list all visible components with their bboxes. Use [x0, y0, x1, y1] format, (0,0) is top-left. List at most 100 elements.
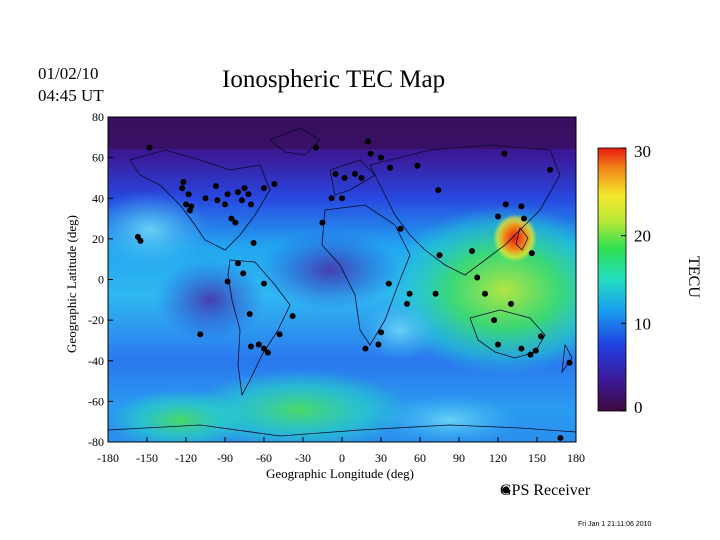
y-tick-label: 20	[92, 232, 104, 246]
x-tick-label: 90	[453, 451, 465, 465]
gps-receiver-marker	[528, 250, 535, 257]
gps-receiver-marker	[435, 187, 442, 194]
gps-receiver-marker	[289, 313, 296, 320]
x-axis-ticks: -180 -150 -120 -90 -60 -30 0 30 60 90 120 150 180	[97, 437, 585, 465]
gps-receiver-marker	[537, 333, 544, 340]
gps-receivers	[134, 138, 573, 441]
tec-field	[108, 117, 576, 442]
colorbar-tick-label: 10	[634, 314, 651, 333]
gps-receiver-marker	[238, 197, 245, 204]
x-tick-label: 120	[489, 451, 507, 465]
legend-marker	[502, 486, 510, 494]
map-title: Ionospheric TEC Map	[222, 66, 446, 93]
gps-receiver-marker	[387, 164, 394, 171]
gps-receiver-marker	[214, 197, 221, 204]
map-time: 04:45 UT	[38, 86, 104, 105]
map-date: 01/02/10	[38, 64, 99, 83]
x-axis-label: Geographic Longitude (deg)	[265, 466, 414, 481]
x-tick-label: 180	[567, 451, 585, 465]
gps-receiver-marker	[362, 345, 369, 352]
gps-receiver-marker	[532, 347, 539, 354]
gps-receiver-marker	[261, 185, 267, 192]
gps-receiver-marker	[378, 329, 384, 336]
gps-receiver-marker	[557, 434, 564, 441]
y-tick-label: -60	[88, 394, 104, 408]
gps-receiver-marker	[313, 144, 319, 151]
gps-receiver-marker	[508, 300, 514, 307]
gps-receiver-marker	[414, 162, 421, 169]
gps-receiver-marker	[228, 215, 235, 222]
gps-receiver-marker	[212, 183, 219, 190]
colorbar-unit-label: TECU	[684, 256, 702, 298]
gps-receiver-marker	[188, 203, 195, 210]
gps-receiver-marker	[495, 341, 501, 348]
colorbar-ticks: 30 20 10 0	[621, 142, 651, 417]
colorbar-tick-label: 30	[634, 142, 651, 161]
gps-receiver-marker	[527, 351, 534, 358]
gps-receiver-marker	[352, 170, 358, 177]
gps-receiver-marker	[183, 201, 189, 208]
gps-receiver-marker	[502, 201, 509, 208]
y-tick-label: -20	[88, 313, 104, 327]
gps-receiver-marker	[378, 154, 384, 161]
gps-receiver-marker	[179, 185, 186, 192]
gps-receiver-marker	[224, 191, 231, 198]
gps-receiver-marker	[501, 150, 508, 157]
y-tick-label: 40	[92, 191, 104, 205]
colorbar-tick-label: 20	[634, 227, 651, 246]
gps-receiver-marker	[202, 195, 209, 202]
gps-receiver-marker	[367, 150, 374, 157]
y-axis-ticks: 80 60 40 20 0 -20 -40 -60 -80	[88, 110, 113, 449]
x-tick-label: -30	[295, 451, 311, 465]
gps-receiver-marker	[271, 181, 278, 188]
gps-receiver-marker	[341, 174, 348, 181]
gps-receiver-marker	[222, 201, 228, 208]
gps-receiver-marker	[566, 359, 573, 366]
gps-receiver-marker	[180, 179, 187, 185]
gps-receiver-marker	[432, 290, 439, 297]
x-tick-label: 150	[528, 451, 546, 465]
gps-receiver-marker	[339, 195, 345, 202]
footer-timestamp: Fri Jan 1 21:11:06 2010	[578, 521, 652, 528]
gps-receiver-marker	[185, 191, 192, 198]
y-tick-label: 80	[92, 110, 104, 124]
gps-receiver-marker	[248, 343, 254, 350]
gps-receiver-marker	[365, 138, 371, 145]
x-tick-label: -150	[136, 451, 158, 465]
gps-receiver-marker	[436, 252, 443, 259]
x-tick-label: -60	[256, 451, 272, 465]
gps-receiver-marker	[146, 144, 153, 151]
colorbar-tick-label: 0	[634, 398, 643, 417]
gps-receiver-marker	[197, 331, 204, 338]
y-tick-label: -80	[88, 435, 104, 449]
gps-receiver-marker	[232, 219, 239, 226]
gps-receiver-marker	[397, 225, 404, 232]
gps-receiver-marker	[240, 270, 247, 277]
y-axis-label: Geographic Latitude (deg)	[64, 215, 79, 353]
gps-receiver-marker	[518, 345, 525, 352]
gps-receiver-marker	[276, 331, 283, 338]
gps-receiver-marker	[469, 248, 475, 255]
gps-receiver-marker	[250, 239, 257, 246]
gps-receiver-marker	[491, 317, 498, 324]
y-tick-label: -40	[88, 354, 104, 368]
gps-receiver-marker	[261, 280, 267, 287]
x-tick-label: -90	[217, 451, 233, 465]
gps-receiver-marker	[328, 195, 335, 202]
gps-receiver-marker	[406, 290, 413, 297]
y-tick-label: 0	[98, 273, 104, 287]
gps-receiver-marker	[264, 349, 271, 356]
colorbar	[597, 147, 627, 412]
gps-receiver-marker	[224, 278, 231, 285]
gps-receiver-marker	[358, 174, 365, 181]
x-tick-label: -180	[97, 451, 119, 465]
gps-receiver-marker	[521, 215, 527, 222]
gps-receiver-marker	[518, 203, 525, 210]
gps-receiver-marker	[319, 219, 326, 226]
x-tick-label: 60	[414, 451, 426, 465]
coastlines	[108, 127, 576, 437]
y-tick-label: 60	[92, 151, 104, 165]
gps-receiver-marker	[385, 280, 392, 287]
gps-receiver-marker	[474, 274, 481, 281]
